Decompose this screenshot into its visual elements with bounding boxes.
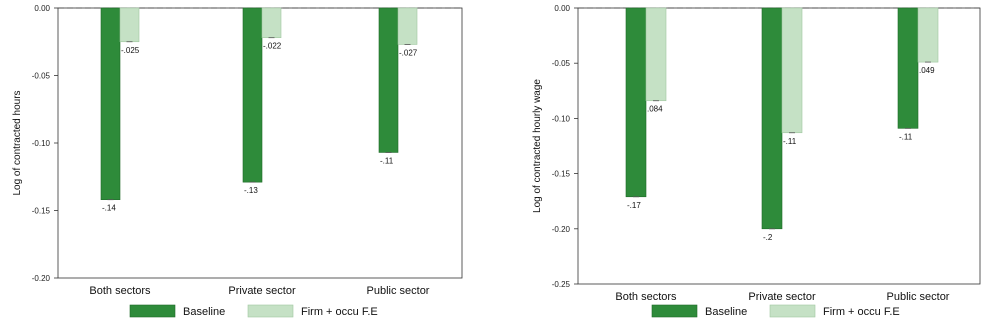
y-tick-label: 0.00: [34, 4, 50, 13]
legend-swatch-fe: [247, 304, 294, 318]
y-tick-label: -0.05: [552, 59, 571, 68]
x-category-label: Public sector: [367, 285, 430, 297]
data-label: .049: [919, 66, 935, 75]
bar-baseline: [100, 7, 121, 200]
x-category-label: Private sector: [228, 285, 296, 297]
y-tick-label: -0.25: [552, 280, 571, 289]
data-label: -.11: [899, 132, 913, 141]
y-axis-label: Log of contracted hourly wage: [532, 79, 543, 213]
legend: Baseline Firm + occu F.E: [651, 304, 900, 318]
data-label: -.11: [783, 137, 797, 146]
legend-swatch-baseline: [129, 304, 176, 318]
y-tick-label: -0.20: [32, 274, 51, 283]
data-label: -.11: [380, 156, 394, 165]
panel-1: 0.00 -0.05 -0.10 -0.15 -0.20 Log of contracte…: [12, 4, 463, 318]
bar-fe: [645, 7, 667, 102]
bar-fe: [261, 7, 282, 39]
bar-baseline: [897, 7, 919, 129]
legend-label-baseline: Baseline: [183, 306, 225, 318]
y-tick-label: -0.15: [32, 207, 51, 216]
data-label: -.2: [763, 233, 773, 242]
data-label: -.022: [263, 42, 282, 51]
y-tick-label: -0.10: [552, 114, 571, 123]
bar-fe: [119, 7, 140, 43]
x-category-label: Public sector: [887, 291, 950, 303]
legend-swatch-fe: [769, 304, 816, 318]
y-axis-label: Log of contracted hours: [12, 90, 23, 195]
y-tick-label: 0.00: [554, 4, 570, 13]
panel-2: 0.00 -0.05 -0.10 -0.15 -0.20 -0.25 Log of cont…: [532, 4, 981, 318]
bar-baseline: [378, 7, 399, 153]
bar-baseline: [242, 7, 263, 183]
data-label: -.14: [102, 204, 116, 213]
x-category-label: Both sectors: [615, 291, 677, 303]
x-category-label: Both sectors: [89, 285, 151, 297]
data-label: -.027: [399, 48, 418, 57]
bar-fe: [781, 7, 803, 134]
data-label: -.13: [244, 186, 258, 195]
data-label: .084: [647, 105, 663, 114]
data-label: -.17: [627, 201, 641, 210]
y-tick-label: -0.20: [552, 225, 571, 234]
legend-label-baseline: Baseline: [705, 306, 747, 318]
x-category-label: Private sector: [748, 291, 816, 303]
y-tick-label: -0.15: [552, 170, 571, 179]
legend-label-fe: Firm + occu F.E: [823, 306, 900, 318]
bar-baseline: [761, 7, 783, 230]
y-tick-label: -0.05: [32, 72, 51, 81]
bar-baseline: [625, 7, 647, 198]
legend: Baseline Firm + occu F.E: [129, 304, 378, 318]
legend-label-fe: Firm + occu F.E: [301, 306, 378, 318]
bar-fe: [397, 7, 418, 45]
data-label: -.025: [121, 46, 140, 55]
legend-swatch-baseline: [651, 304, 698, 318]
bar-fe: [917, 7, 939, 63]
y-tick-label: -0.10: [32, 139, 51, 148]
